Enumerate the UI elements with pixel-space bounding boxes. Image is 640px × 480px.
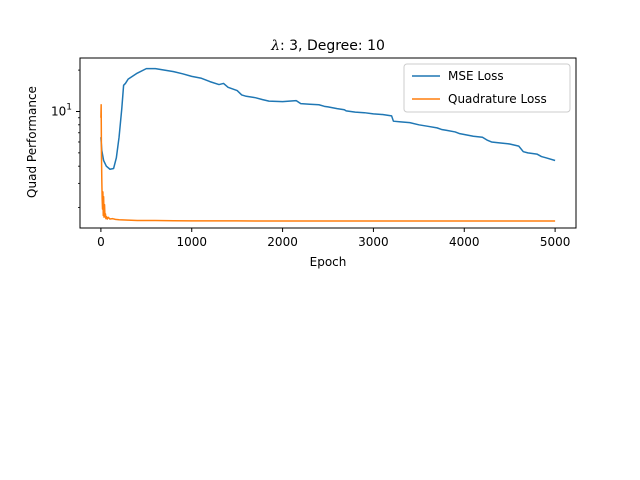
x-tick-label: 4000 bbox=[449, 235, 480, 249]
series-line-mse-loss bbox=[100, 67, 556, 170]
x-tick-label: 2000 bbox=[267, 235, 298, 249]
plot-area bbox=[100, 67, 556, 222]
title-rest: : 3, Degree: 10 bbox=[280, 38, 385, 54]
axes: 0 1000 2000 3000 4000 5000 101 bbox=[51, 57, 577, 249]
axes-frame bbox=[79, 57, 577, 229]
x-tick-label: 1000 bbox=[176, 235, 207, 249]
x-axis-label: Epoch bbox=[310, 255, 347, 269]
legend-label-mse-loss: MSE Loss bbox=[448, 69, 504, 83]
title-symbol: λ bbox=[270, 38, 280, 54]
y-tick-label: 101 bbox=[51, 102, 72, 118]
x-tick-label: 3000 bbox=[358, 235, 389, 249]
legend-box bbox=[403, 63, 571, 113]
x-tick-label: 5000 bbox=[540, 235, 571, 249]
chart-title: λ: 3, Degree: 10 bbox=[270, 38, 385, 54]
legend-label-quadrature-loss: Quadrature Loss bbox=[448, 92, 547, 106]
series-line-quadrature-loss bbox=[100, 103, 556, 222]
legend: MSE Loss Quadrature Loss bbox=[403, 63, 571, 113]
x-tick-label: 0 bbox=[97, 235, 105, 249]
y-axis-label: Quad Performance bbox=[25, 86, 39, 198]
